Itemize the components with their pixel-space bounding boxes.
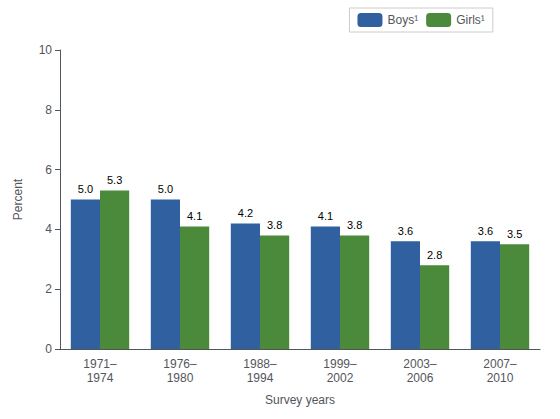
svg-text:3.8: 3.8 xyxy=(267,219,282,231)
svg-text:4: 4 xyxy=(45,222,52,236)
svg-text:1999–: 1999– xyxy=(323,357,357,371)
svg-text:2: 2 xyxy=(45,282,52,296)
svg-text:2.8: 2.8 xyxy=(427,249,442,261)
svg-text:Girls¹: Girls¹ xyxy=(456,13,485,27)
svg-text:1994: 1994 xyxy=(247,371,274,385)
svg-text:1974: 1974 xyxy=(87,371,114,385)
svg-text:3.6: 3.6 xyxy=(398,225,413,237)
svg-text:4.1: 4.1 xyxy=(187,210,202,222)
svg-text:Percent: Percent xyxy=(11,178,25,220)
svg-text:2002: 2002 xyxy=(327,371,354,385)
svg-text:1976–: 1976– xyxy=(163,357,197,371)
svg-text:2010: 2010 xyxy=(487,371,514,385)
svg-text:3.5: 3.5 xyxy=(507,228,522,240)
svg-text:Boys¹: Boys¹ xyxy=(387,13,418,27)
svg-text:1988–: 1988– xyxy=(243,357,277,371)
svg-text:1971–: 1971– xyxy=(83,357,117,371)
svg-text:2006: 2006 xyxy=(407,371,434,385)
svg-text:3.6: 3.6 xyxy=(478,225,493,237)
svg-text:Survey years: Survey years xyxy=(265,393,335,407)
svg-text:5.0: 5.0 xyxy=(158,183,173,195)
svg-text:2003–: 2003– xyxy=(403,357,437,371)
svg-text:4.2: 4.2 xyxy=(238,207,253,219)
svg-text:10: 10 xyxy=(39,43,53,57)
svg-text:5.0: 5.0 xyxy=(78,183,93,195)
svg-text:5.3: 5.3 xyxy=(107,174,122,186)
svg-text:1980: 1980 xyxy=(167,371,194,385)
svg-text:2007–: 2007– xyxy=(483,357,517,371)
svg-text:6: 6 xyxy=(45,163,52,177)
svg-text:8: 8 xyxy=(45,103,52,117)
svg-text:3.8: 3.8 xyxy=(347,219,362,231)
svg-text:4.1: 4.1 xyxy=(318,210,333,222)
svg-text:0: 0 xyxy=(45,342,52,356)
